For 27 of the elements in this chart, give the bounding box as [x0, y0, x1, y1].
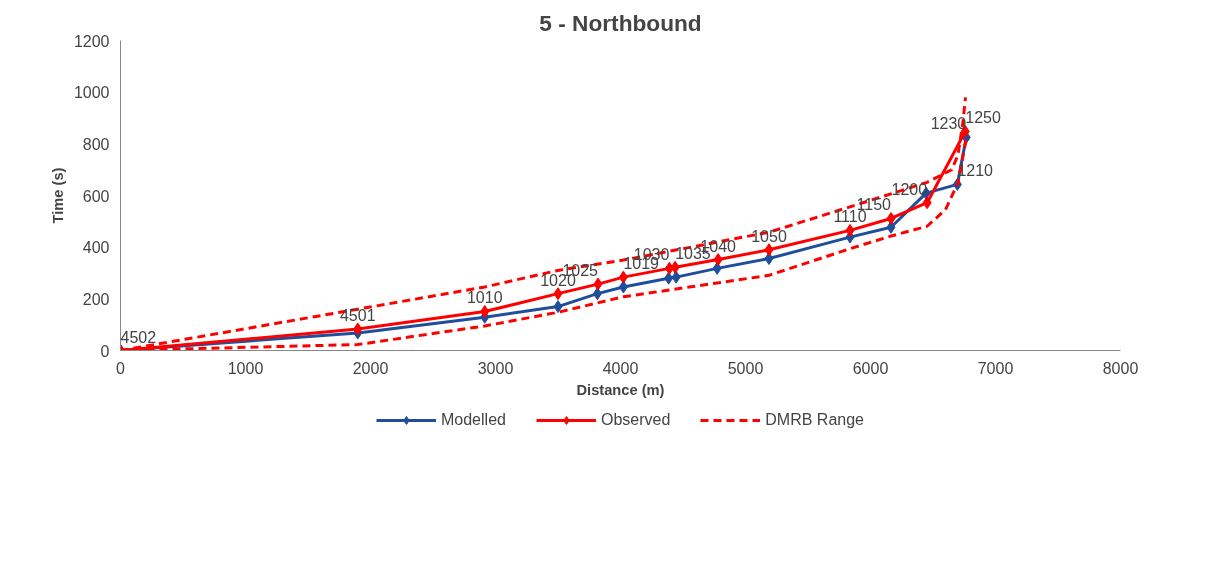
annotation: 1250: [965, 109, 1001, 127]
annotation: 4502: [120, 328, 157, 346]
chart-title: 5 - Northbound: [539, 9, 702, 36]
y-tick-label: 200: [82, 290, 110, 308]
annotation: 4501: [339, 307, 376, 325]
y-tick-label: 800: [82, 135, 110, 153]
x-tick-label: 6000: [852, 359, 889, 377]
x-axis-title: Distance (m): [576, 381, 665, 398]
x-tick-label: 7000: [977, 359, 1014, 377]
y-tick-label: 600: [82, 187, 110, 205]
legend-label: Modelled: [440, 411, 506, 429]
x-tick-label: 0: [116, 359, 126, 377]
x-tick-label: 8000: [1102, 359, 1139, 377]
y-tick-label: 1200: [73, 32, 110, 50]
y-axis-title: Time (s): [49, 167, 66, 224]
annotation: 1010: [466, 289, 503, 307]
x-tick-label: 3000: [477, 359, 514, 377]
legend-label: DMRB Range: [765, 411, 865, 429]
y-tick-label: 0: [100, 342, 110, 360]
legend-label: Observed: [600, 411, 671, 429]
x-tick-label: 5000: [727, 359, 764, 377]
x-tick-label: 1000: [227, 359, 264, 377]
y-tick-label: 400: [82, 239, 110, 257]
y-tick-label: 1000: [73, 84, 110, 102]
x-tick-label: 2000: [352, 359, 389, 377]
x-tick-label: 4000: [602, 359, 639, 377]
annotation: 1050: [751, 227, 787, 245]
